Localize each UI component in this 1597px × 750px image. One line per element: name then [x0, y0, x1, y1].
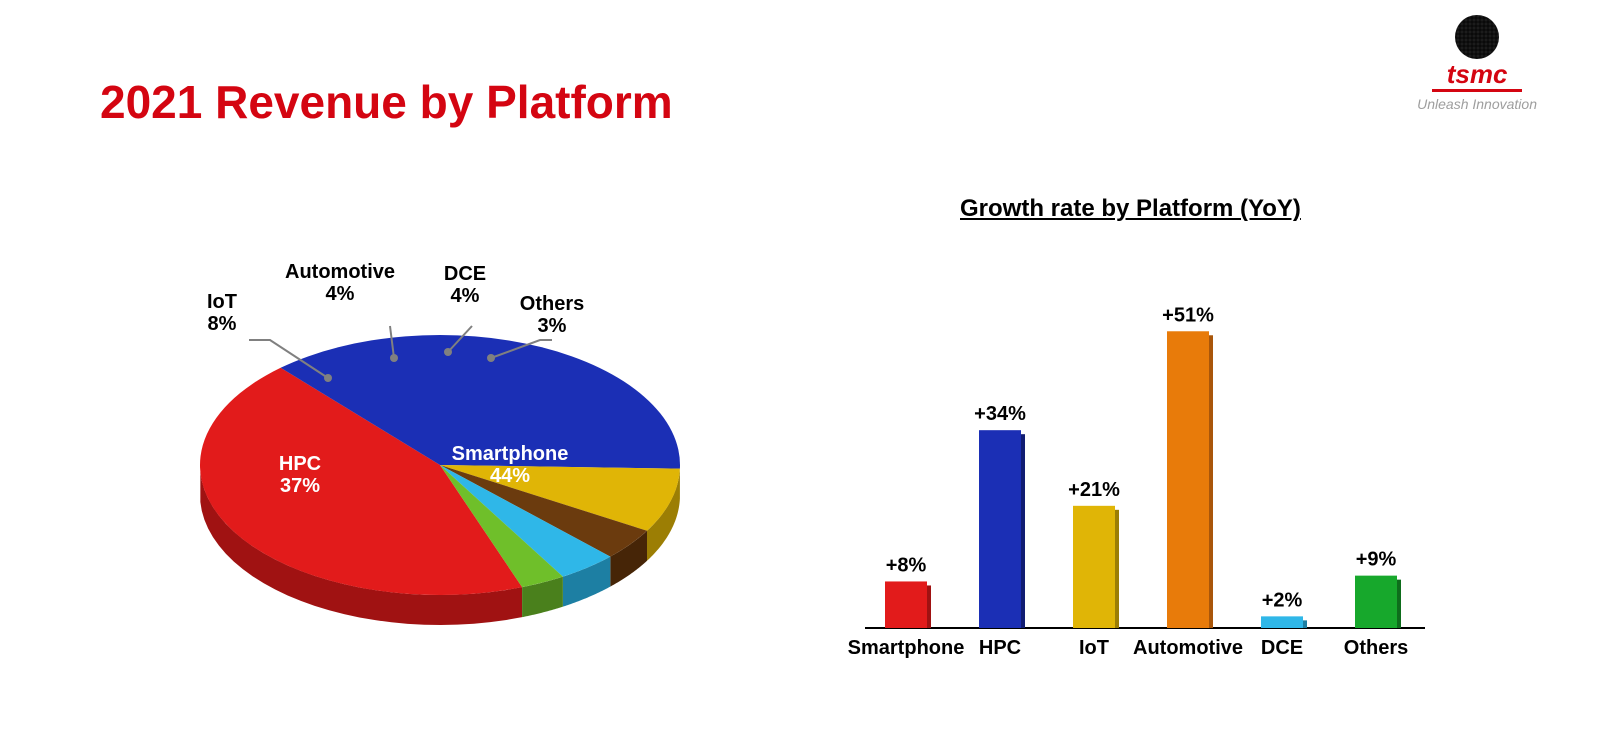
bar-category-label: Others — [1344, 637, 1408, 659]
bar-value-label: +51% — [1162, 304, 1214, 326]
bar-value-label: +8% — [886, 554, 927, 576]
bar-value-label: +21% — [1068, 479, 1120, 501]
slide: 2021 Revenue by Platform tsmc Unleash In… — [0, 0, 1597, 750]
bar-automotive — [1167, 331, 1209, 628]
bar-hpc — [979, 430, 1021, 628]
bar-value-label: +2% — [1262, 589, 1303, 611]
bar-category-label: Automotive — [1133, 637, 1243, 659]
bar-category-label: Smartphone — [848, 637, 965, 659]
bar-chart: +8% Smartphone +34% HPC +21% IoT +51% Automotiv… — [0, 0, 1597, 750]
bar-category-label: IoT — [1079, 637, 1109, 659]
bar-iot — [1073, 506, 1115, 628]
bar-value-label: +9% — [1356, 549, 1397, 571]
bar-smartphone — [885, 581, 927, 628]
bar-others — [1355, 576, 1397, 628]
bar-category-label: HPC — [979, 637, 1021, 659]
bar-value-label: +34% — [974, 403, 1026, 425]
bar-category-label: DCE — [1261, 637, 1303, 659]
bar-dce — [1261, 616, 1303, 628]
